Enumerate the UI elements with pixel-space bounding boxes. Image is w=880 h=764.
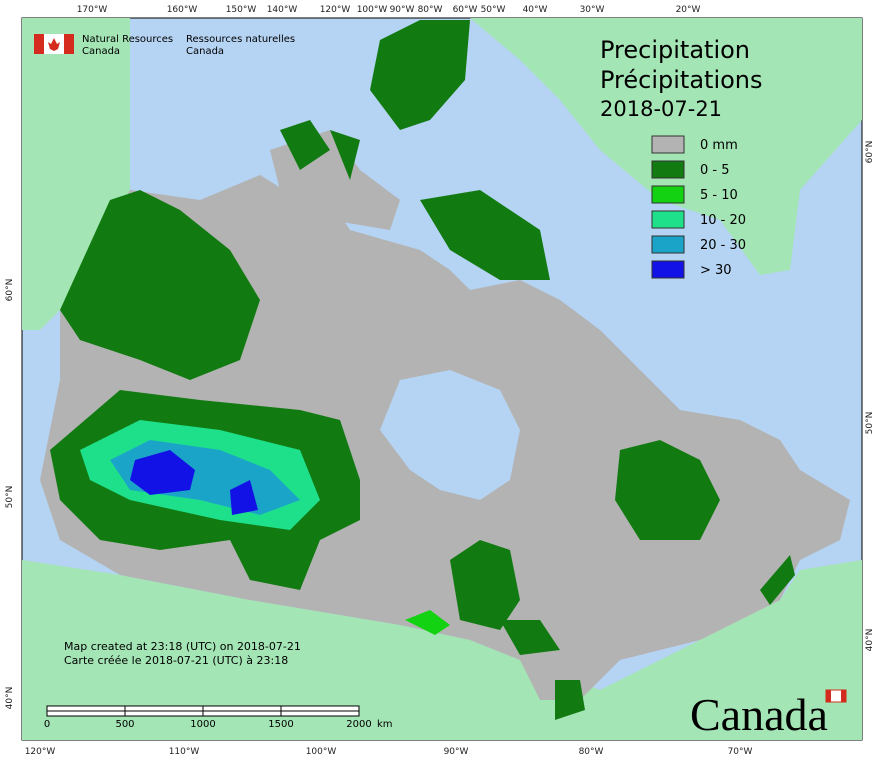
- flag-band: [826, 690, 831, 702]
- legend-swatch: [651, 235, 685, 254]
- ellesmere: [370, 20, 470, 130]
- scale-label: 1000: [190, 719, 215, 730]
- scale-segment: [280, 705, 360, 712]
- scale-label: 0: [44, 719, 50, 730]
- longitude-label: 90°W: [390, 5, 415, 15]
- longitude-label: 170°W: [77, 5, 108, 15]
- scale-segment: [124, 705, 204, 712]
- flag-band: [34, 34, 44, 54]
- precip-30: [130, 450, 258, 515]
- island: [790, 20, 840, 70]
- scale-label: 500: [115, 719, 134, 730]
- latitude-label: 60°N: [865, 141, 875, 164]
- note: Map created at 23:18 (UTC) on 2018-07-21: [64, 640, 301, 653]
- legend-label: 20 - 30: [700, 238, 746, 253]
- legend-label: 5 - 10: [700, 188, 738, 203]
- longitude-label: 70°W: [728, 747, 753, 757]
- longitude-label: 90°W: [444, 747, 469, 757]
- longitude-label: 110°W: [169, 747, 200, 757]
- title: Précipitations: [600, 66, 763, 94]
- alaska: [22, 18, 130, 330]
- agency: Ressources naturelles: [186, 34, 295, 45]
- legend-swatch: [651, 160, 685, 179]
- longitude-label: 40°W: [523, 5, 548, 15]
- scale-label: 2000: [346, 719, 371, 730]
- scale-segment: [202, 710, 282, 717]
- latitude-label: 50°N: [5, 486, 15, 509]
- flag-band: [841, 690, 846, 702]
- hudson-bay: [380, 370, 520, 500]
- precip-0-5: [615, 440, 720, 540]
- scale-bar: 0 500 1000 1500 2000 km: [44, 705, 393, 730]
- scale-segment: [202, 705, 282, 712]
- scale-segment: [124, 710, 204, 717]
- longitude-label: 100°W: [357, 5, 388, 15]
- legend-label: 0 - 5: [700, 163, 730, 178]
- baffin-north: [420, 190, 550, 280]
- longitude-label: 50°W: [481, 5, 506, 15]
- latitude-label: 60°N: [5, 279, 15, 302]
- precip-0-5: [60, 190, 260, 380]
- legend-swatch: [651, 260, 685, 279]
- longitude-label: 60°W: [453, 5, 478, 15]
- legend-label: 10 - 20: [700, 213, 746, 228]
- scale-segment: [46, 710, 126, 717]
- longitude-label: 150°W: [226, 5, 257, 15]
- legend-label: 0 mm: [700, 138, 738, 153]
- maple-leaf: [48, 38, 60, 51]
- precip-0-5: [760, 555, 795, 605]
- usa: [22, 560, 862, 740]
- arctic-green: [280, 120, 360, 180]
- legend-swatch: [651, 135, 685, 154]
- scale-unit: km: [377, 719, 393, 730]
- legend-swatch: [651, 185, 685, 204]
- agency: Canada: [186, 46, 224, 57]
- date: 2018-07-21: [600, 97, 722, 121]
- precip-0-5: [450, 540, 585, 720]
- legend: 0 mm 0 - 5 5 - 10 10 - 20 20 - 30 > 30: [651, 135, 746, 279]
- agency: Natural Resources: [82, 34, 173, 45]
- legend-swatch: [651, 210, 685, 229]
- note: Carte créée le 2018-07-21 (UTC) à 23:18: [64, 654, 288, 667]
- latitude-label: 40°N: [865, 629, 875, 652]
- latitude-label: 50°N: [865, 412, 875, 435]
- agency: Canada: [82, 46, 120, 57]
- longitude-label: 30°W: [580, 5, 605, 15]
- longitude-label: 100°W: [306, 747, 337, 757]
- longitude-label: 80°W: [418, 5, 443, 15]
- scale-segment: [46, 705, 126, 712]
- longitude-label: 140°W: [267, 5, 298, 15]
- wordmark: Canada: [690, 689, 828, 740]
- flag-band: [64, 34, 74, 54]
- scale-segment: [280, 710, 360, 717]
- latitude-label: 40°N: [5, 687, 15, 710]
- longitude-label: 120°W: [25, 747, 56, 757]
- longitude-label: 20°W: [676, 5, 701, 15]
- longitude-label: 160°W: [167, 5, 198, 15]
- precip-5-10: [405, 610, 450, 635]
- scale-label: 1500: [268, 719, 293, 730]
- longitude-label: 80°W: [579, 747, 604, 757]
- legend-label: > 30: [700, 263, 732, 278]
- longitude-label: 120°W: [320, 5, 351, 15]
- title: Precipitation: [600, 36, 750, 64]
